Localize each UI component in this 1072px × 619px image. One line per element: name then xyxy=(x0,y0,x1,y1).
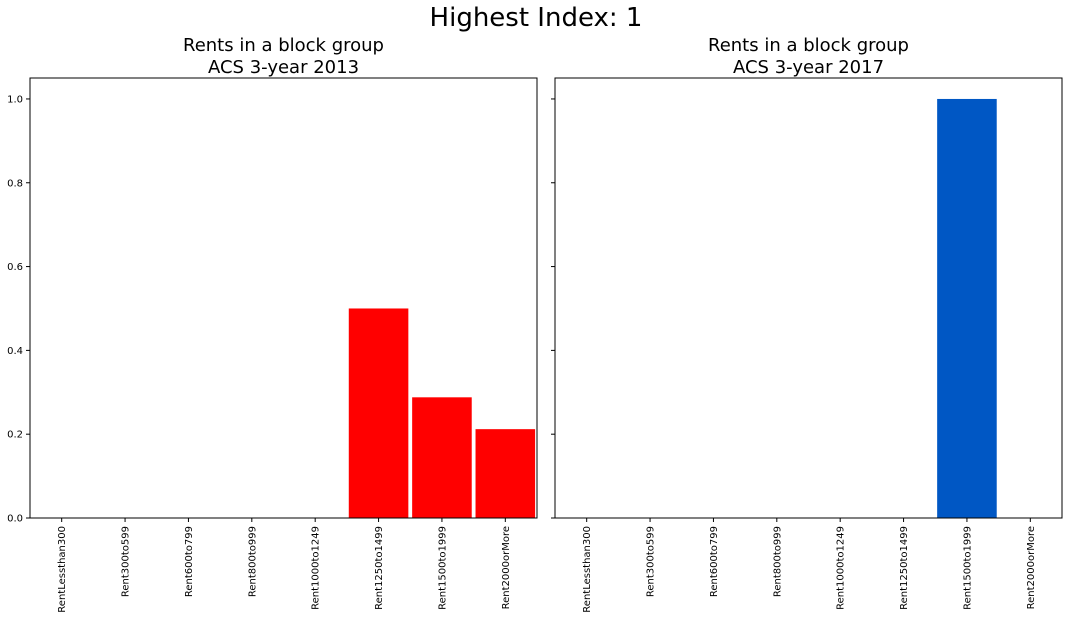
y-tick-label: 0.0 xyxy=(7,514,23,525)
x-tick-label: Rent1000to1249 xyxy=(836,526,847,610)
panel-title-line: ACS 3-year 2013 xyxy=(208,57,359,78)
x-tick-label: Rent2000orMore xyxy=(1026,526,1037,609)
x-tick-label: Rent600to799 xyxy=(184,526,195,597)
x-tick-label: Rent1000to1249 xyxy=(311,526,322,610)
x-tick-label: Rent1250to1499 xyxy=(899,526,910,610)
axes-frame xyxy=(554,77,1063,519)
x-tick-label: Rent1500to1999 xyxy=(962,526,973,610)
y-tick-label: 1.0 xyxy=(7,94,23,105)
bar xyxy=(348,308,409,518)
x-tick-label: Rent1250to1499 xyxy=(374,526,385,610)
y-tick-label: 0.6 xyxy=(7,262,23,273)
y-tick-label: 0.8 xyxy=(7,178,23,189)
x-tick-label: Rent300to599 xyxy=(121,526,132,597)
x-tick-label: Rent2000orMore xyxy=(501,526,512,609)
x-tick-label: Rent1500to1999 xyxy=(437,526,448,610)
panel-title-line: Rents in a block group xyxy=(183,35,384,56)
y-tick-label: 0.2 xyxy=(7,430,23,441)
y-tick-label: 0.4 xyxy=(7,346,23,357)
x-tick-label: RentLessthan300 xyxy=(582,526,593,613)
figure-title: Highest Index: 1 xyxy=(430,3,643,33)
bar xyxy=(475,429,536,518)
x-tick-label: RentLessthan300 xyxy=(57,526,68,613)
panel-title-line: ACS 3-year 2017 xyxy=(733,57,884,78)
bar xyxy=(937,98,997,518)
x-tick-label: Rent600to799 xyxy=(709,526,720,597)
x-tick-label: Rent800to999 xyxy=(772,526,783,597)
x-tick-label: Rent800to999 xyxy=(247,526,258,597)
axes-frame xyxy=(29,77,538,519)
bar xyxy=(412,397,472,518)
x-tick-label: Rent300to599 xyxy=(646,526,657,597)
panel-title-line: Rents in a block group xyxy=(708,35,909,56)
